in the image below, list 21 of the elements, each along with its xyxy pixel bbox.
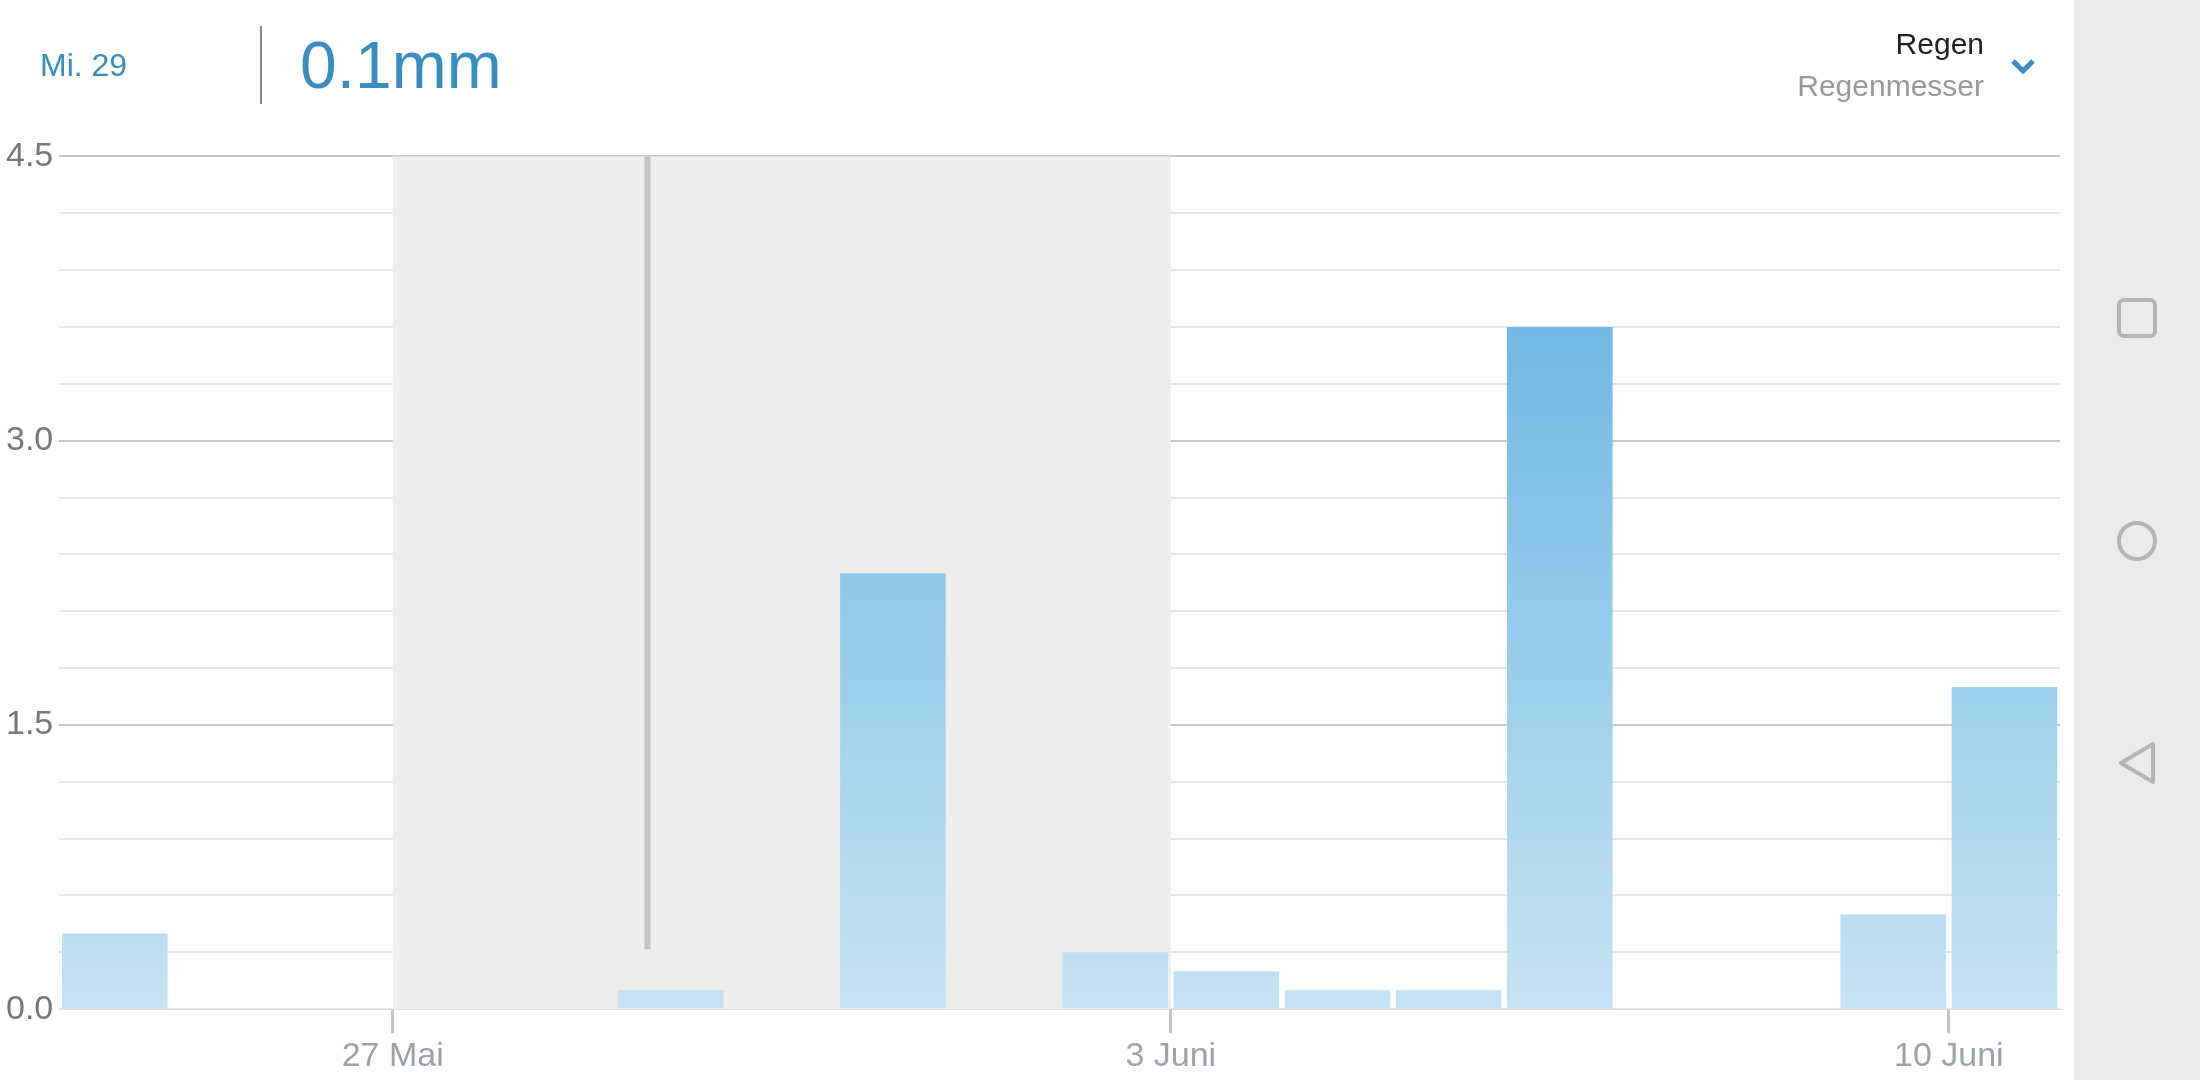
bar xyxy=(1507,326,1613,1009)
bar xyxy=(617,990,724,1009)
bar xyxy=(62,933,168,1009)
bar xyxy=(840,573,946,1009)
bar xyxy=(1395,990,1502,1009)
chart-title: Regen xyxy=(1894,27,1984,61)
y-tick-label: 0.0 xyxy=(6,987,54,1026)
x-tick-label: 27 Mai xyxy=(341,1034,444,1073)
bar xyxy=(1284,990,1391,1009)
chart-subtitle: Regenmesser xyxy=(1797,69,1984,103)
bar xyxy=(1173,971,1280,1009)
x-tick-label: 3 Juni xyxy=(1125,1034,1217,1073)
x-tick-label: 10 Juni xyxy=(1894,1034,2004,1073)
bar xyxy=(1840,914,1947,1009)
bar xyxy=(1062,952,1169,1009)
y-tick-label: 1.5 xyxy=(6,703,54,742)
y-tick-label: 3.0 xyxy=(6,419,54,458)
text: 0.1mm xyxy=(300,27,502,103)
y-tick-label: 4.5 xyxy=(6,134,54,173)
bar xyxy=(1951,687,2058,1009)
text: Mi. 29 xyxy=(40,46,128,84)
